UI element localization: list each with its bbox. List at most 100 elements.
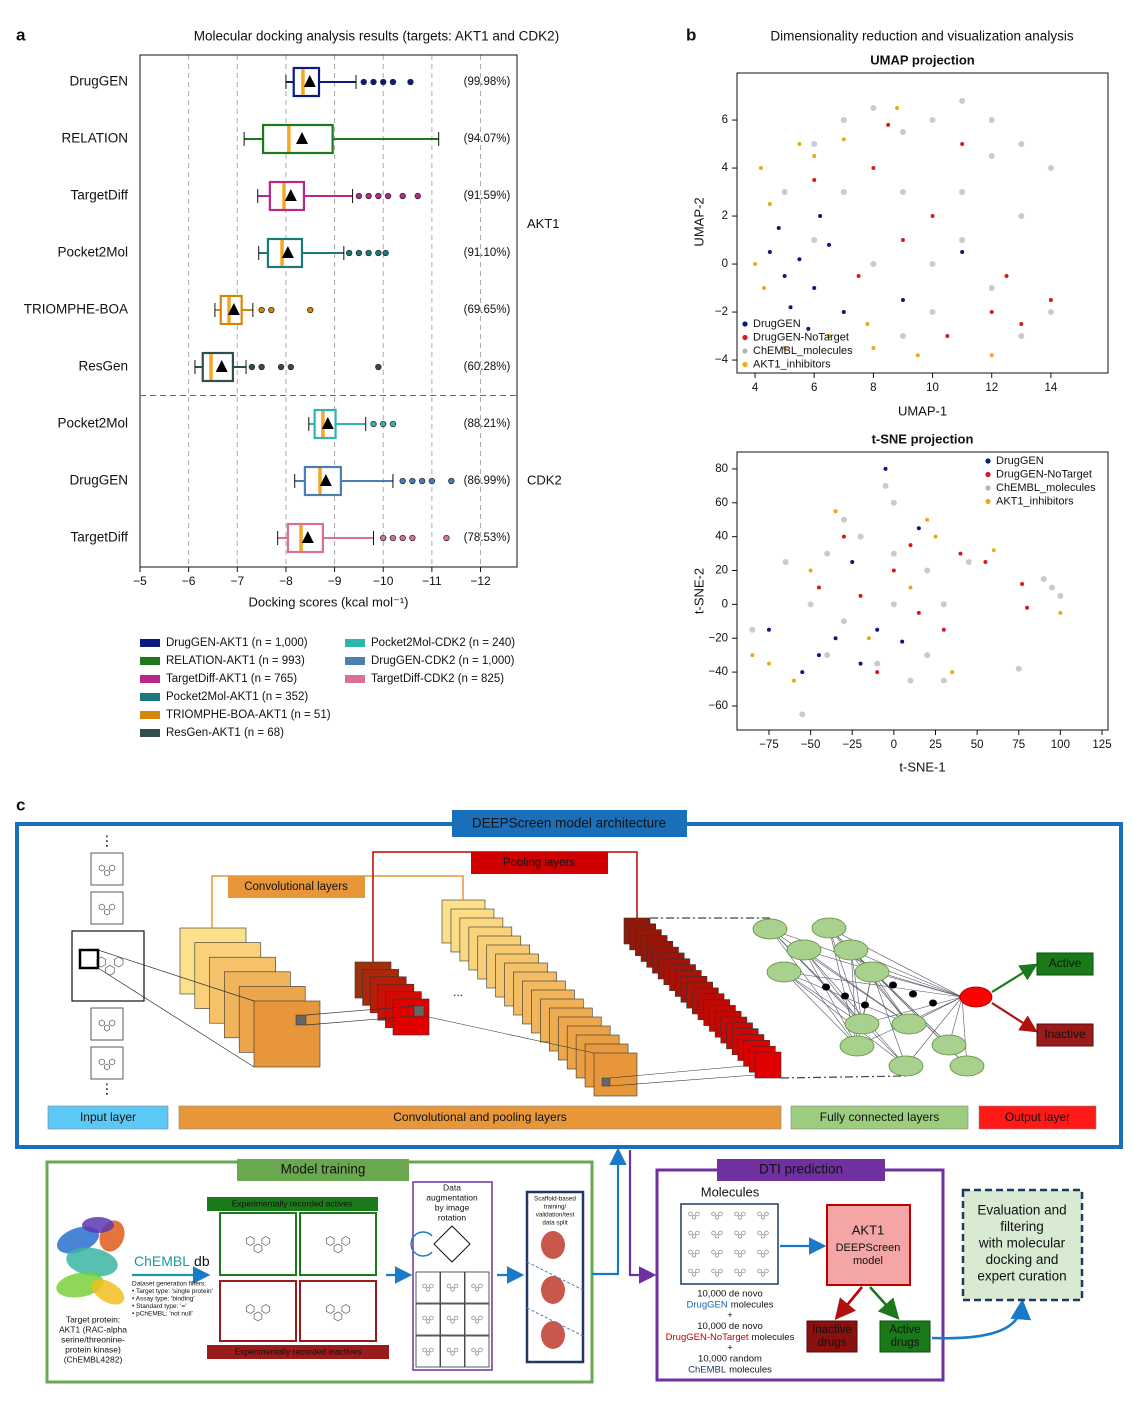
legend-marker — [985, 458, 991, 464]
receptive-field — [78, 948, 100, 970]
outlier — [248, 363, 256, 371]
filter-line: • Assay type: 'binding' — [132, 1296, 195, 1303]
y-tick-label: 0 — [722, 598, 728, 610]
outlier — [370, 78, 377, 86]
legend-label: ResGen-AKT1 (n = 68) — [166, 727, 284, 739]
ellipsis-dot — [822, 983, 830, 991]
outlier — [268, 306, 275, 314]
point — [767, 202, 772, 207]
set-count: 10,000 de novo — [697, 1321, 763, 1332]
augmentation-label: rotation — [438, 1212, 467, 1222]
output-label: Inactive — [1044, 1027, 1086, 1041]
set-joiner: + — [727, 1343, 733, 1354]
outlier — [370, 420, 377, 428]
point — [840, 189, 847, 196]
annotation: (86.99%) — [464, 475, 511, 487]
layer-label: Input layer — [80, 1110, 136, 1124]
connector — [828, 927, 863, 1025]
point — [916, 610, 921, 615]
set-count: 10,000 random — [698, 1354, 762, 1365]
outlier — [428, 477, 436, 485]
y-tick-label: 0 — [722, 258, 728, 270]
inactive-label: Inactive — [812, 1324, 852, 1336]
point — [827, 334, 832, 339]
title-box — [237, 1159, 409, 1181]
point — [1018, 333, 1025, 340]
point — [857, 533, 864, 540]
molecule-sketch — [98, 1019, 116, 1032]
point — [1048, 298, 1053, 303]
output-box — [1036, 952, 1094, 976]
ellipsis-dot — [889, 981, 897, 989]
point — [988, 285, 995, 292]
kernel — [295, 1014, 307, 1026]
ellipsis-dot — [861, 1001, 869, 1009]
feature-map — [754, 1051, 782, 1079]
mean-marker — [281, 246, 294, 258]
input-image — [71, 930, 145, 1002]
molecule-sketch — [245, 1236, 271, 1254]
arrow — [628, 1150, 657, 1284]
point — [758, 166, 763, 171]
ellipsis-dot — [929, 999, 937, 1007]
point — [924, 567, 931, 574]
connector — [960, 996, 968, 1067]
point — [988, 153, 995, 160]
outlier — [443, 534, 450, 542]
augmentation-label: augmentation — [426, 1192, 478, 1202]
point — [890, 499, 897, 506]
legend-label: TRIOMPHE-BOA-AKT1 (n = 51) — [166, 709, 331, 721]
source-name: ChEMBL — [134, 1253, 190, 1269]
arrow — [869, 1286, 900, 1320]
rotation-arrow — [410, 1231, 433, 1257]
mean-marker — [295, 132, 308, 144]
outlier — [380, 534, 387, 542]
mean-marker — [301, 531, 314, 543]
point — [840, 117, 847, 124]
point — [766, 661, 771, 666]
ellipsis-dot — [909, 990, 917, 998]
arrow — [834, 1286, 864, 1321]
legend-label: DrugGEN-NoTarget — [753, 331, 849, 343]
legend-marker — [985, 471, 991, 478]
molecule-sketch — [446, 1347, 459, 1356]
evaluation-box — [961, 1188, 1084, 1302]
x-tick-label: −10 — [373, 574, 394, 588]
group-label: AKT1 — [527, 216, 560, 231]
point — [818, 214, 823, 219]
molecule-sketch — [471, 1347, 483, 1356]
point — [781, 189, 788, 196]
point — [989, 310, 994, 315]
category-label: DrugGEN — [69, 473, 128, 488]
point — [1047, 309, 1054, 316]
header-bar — [207, 1197, 378, 1211]
outlier — [375, 192, 382, 200]
point — [883, 466, 888, 471]
set-count: 10,000 de novo — [697, 1289, 763, 1300]
y-tick-label: −4 — [715, 354, 729, 366]
category-label: TRIOMPHE-BOA — [24, 302, 128, 317]
point — [1020, 582, 1025, 587]
point — [959, 97, 966, 104]
protein-id: (ChEMBL4282) — [64, 1354, 123, 1364]
legend-marker — [985, 485, 991, 491]
molecule-sketch — [734, 1249, 746, 1258]
molecules-title: Molecules — [701, 1184, 760, 1199]
point — [1057, 592, 1064, 599]
annotation: (94.07%) — [464, 133, 511, 145]
point — [870, 261, 877, 268]
split-label: training/ — [544, 1204, 567, 1211]
legend-marker — [985, 498, 991, 505]
chart-title: UMAP projection — [870, 52, 975, 67]
molecule-sketch — [688, 1230, 700, 1239]
neuron — [931, 1034, 967, 1056]
molecule-sketch — [711, 1211, 723, 1220]
point — [788, 305, 793, 310]
split-label: data split — [542, 1220, 567, 1227]
point — [929, 309, 936, 316]
mean-marker — [319, 474, 332, 486]
outlier — [399, 192, 406, 200]
legend-label: DrugGEN-AKT1 (n = 1,000) — [166, 637, 308, 649]
inactives-label: Experimentally recorded inactives — [234, 1346, 361, 1356]
x-tick-label: 0 — [891, 739, 897, 751]
